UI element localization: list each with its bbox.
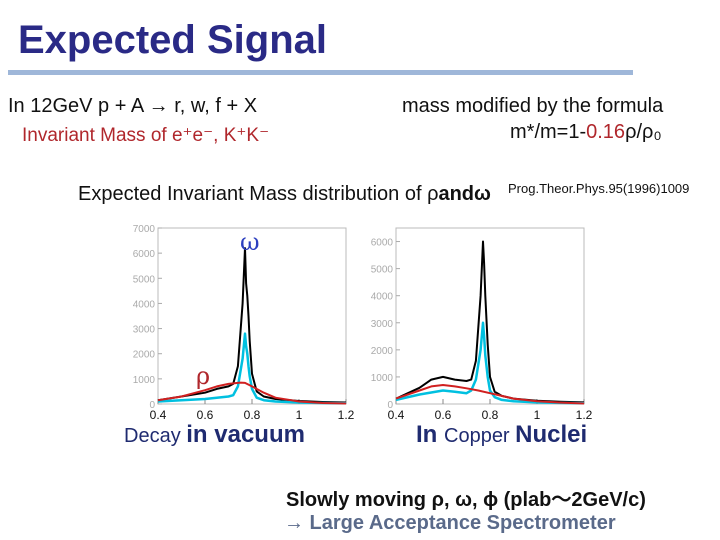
y-tick-label: 3000 xyxy=(133,325,156,336)
x-tick-label: 0.6 xyxy=(435,408,452,422)
caption-in: In xyxy=(416,421,444,448)
y-tick-label: 4000 xyxy=(133,299,156,310)
x-tick-label: 0.4 xyxy=(150,408,167,422)
slow-moving-text: Slowly moving ρ, ω, ϕ (plab〜2GeV/c) xyxy=(286,489,646,511)
formula-prefix: m*/m=1- xyxy=(510,121,587,143)
y-tick-label: 0 xyxy=(387,400,393,411)
y-tick-label: 1000 xyxy=(371,373,394,384)
vacuum-caption: Decay in vacuum xyxy=(124,421,305,449)
y-tick-label: 5000 xyxy=(371,265,394,276)
x-tick-label: 0.8 xyxy=(482,408,499,422)
copper-caption: In Copper Nuclei xyxy=(416,421,587,449)
x-tick-label: 1.2 xyxy=(576,408,593,422)
series-line xyxy=(157,332,347,405)
heading-rho: ρ xyxy=(427,183,439,205)
series-line xyxy=(395,321,585,405)
heading-omega: ω xyxy=(474,183,491,205)
x-tick-label: 1 xyxy=(296,408,303,422)
y-tick-label: 1000 xyxy=(133,375,156,386)
caption-copper: Copper xyxy=(444,425,516,447)
slide-title: Expected Signal xyxy=(18,18,327,62)
y-tick-label: 2000 xyxy=(133,350,156,361)
caption-decay: Decay xyxy=(124,425,187,447)
rho-label: ρ xyxy=(196,362,211,390)
x-tick-label: 0.8 xyxy=(244,408,261,422)
y-tick-label: 4000 xyxy=(371,292,394,303)
series-line xyxy=(395,240,585,404)
distribution-heading: Expected Invariant Mass distribution of … xyxy=(78,183,491,206)
y-tick-label: 3000 xyxy=(371,319,394,330)
series-line xyxy=(157,247,347,404)
vacuum-mass-plot: 0.4 0.6 0.8 1 1.2 7000 6000 5000 4000 3000 2000 100… xyxy=(133,224,355,422)
caption-in-vacuum: in vacuum xyxy=(186,421,305,448)
series-line xyxy=(395,384,585,405)
formula-suffix: ρ/ρ₀ xyxy=(625,121,662,143)
x-tick-label: 0.4 xyxy=(388,408,405,422)
x-tick-label: 0.6 xyxy=(197,408,214,422)
copper-mass-plot: 0.4 0.6 0.8 1 1.2 6000 5000 4000 3000 2000 1000 0 xyxy=(371,227,593,422)
formula-intro-text: mass modified by the formula xyxy=(402,95,664,117)
y-tick-label: 6000 xyxy=(133,249,156,260)
y-tick-label: 0 xyxy=(149,400,155,411)
heading-and: and xyxy=(438,183,475,205)
x-tick-label: 1.2 xyxy=(338,408,355,422)
citation-text: Prog.Theor.Phys.95(1996)1009 xyxy=(508,181,690,196)
x-tick-label: 1 xyxy=(534,408,541,422)
invariant-mass-text: Invariant Mass of e⁺e⁻, K⁺K⁻ xyxy=(22,125,270,146)
y-tick-label: 2000 xyxy=(371,346,394,357)
spectrometer-text: → Large Acceptance Spectrometer xyxy=(284,512,616,534)
heading-prefix: Expected Invariant Mass distribution of xyxy=(78,183,428,205)
formula-text: m*/m=1-0.16ρ/ρ₀ xyxy=(510,121,662,144)
caption-nuclei: Nuclei xyxy=(515,421,588,448)
y-tick-label: 7000 xyxy=(133,224,156,235)
reaction-text: In 12GeV p + A → r, w, f + X xyxy=(8,95,258,117)
formula-coefficient: 0.16 xyxy=(586,121,626,143)
series-line xyxy=(157,381,347,405)
omega-label: ω xyxy=(240,228,260,256)
title-underline xyxy=(8,70,633,75)
y-tick-label: 6000 xyxy=(371,238,394,249)
y-tick-label: 5000 xyxy=(133,274,156,285)
